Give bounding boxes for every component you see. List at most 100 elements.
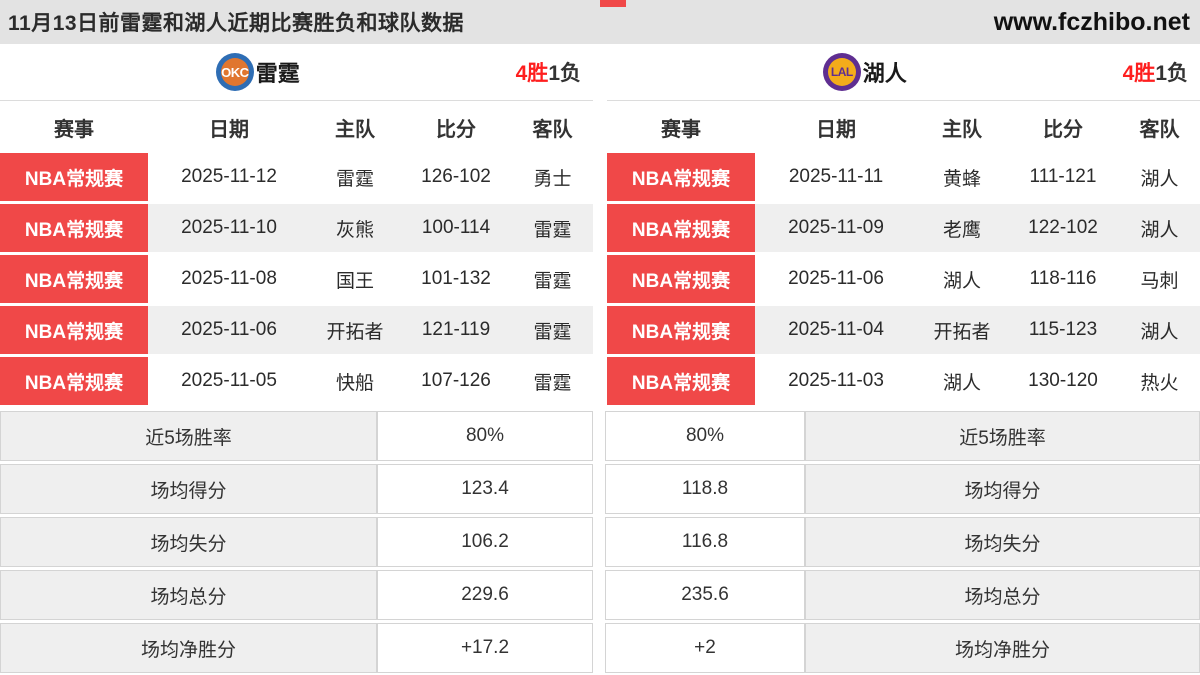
stat-label: 近5场胜率 (805, 411, 1200, 461)
away-team: 雷霆 (533, 372, 572, 394)
table-row: NBA常规赛 2025-11-10 灰熊 100-114 雷霆 (0, 204, 593, 255)
stat-label: 场均总分 (805, 570, 1200, 620)
stat-label: 场均失分 (0, 517, 377, 567)
away-team: 雷霆 (533, 219, 572, 241)
league-badge: NBA常规赛 (0, 357, 148, 405)
away-team: 雷霆 (533, 321, 572, 343)
stat-value-lakers: 118.8 (605, 464, 805, 514)
league-badge: NBA常规赛 (0, 204, 148, 252)
col-header-away: 客队 (532, 118, 573, 141)
stat-value-lakers: +2 (605, 623, 805, 673)
table-row: NBA常规赛 2025-11-03 湖人 130-120 热火 (607, 357, 1200, 408)
team-name: 雷霆 (255, 61, 300, 86)
panel-lakers: LAL 湖人 4胜1负 赛事 日期 主队 比分 客队 NBA常规赛 2025-1… (607, 44, 1200, 408)
title-bar: 11月13日前雷霆和湖人近期比赛胜负和球队数据 www.fczhibo.net (0, 0, 1200, 44)
col-header-away: 客队 (1139, 118, 1180, 141)
league-badge: NBA常规赛 (607, 153, 755, 201)
stat-label: 场均失分 (805, 517, 1200, 567)
home-team: 老鹰 (942, 219, 981, 241)
col-header-league: 赛事 (54, 118, 94, 141)
stat-value-thunder: 106.2 (377, 517, 593, 567)
stat-label: 场均得分 (0, 464, 377, 514)
game-score: 122-102 (1028, 217, 1098, 238)
team-logo-lal-icon: LAL (822, 53, 861, 91)
league-badge: NBA常规赛 (607, 255, 755, 303)
game-score: 115-123 (1028, 319, 1098, 340)
game-score: 118-116 (1029, 268, 1097, 289)
team-logo-text: LAL (830, 65, 853, 79)
away-team: 马刺 (1140, 270, 1179, 292)
home-team: 湖人 (942, 372, 981, 394)
game-date: 2025-11-06 (181, 319, 277, 340)
top-red-marker (600, 0, 626, 7)
home-team: 国王 (335, 270, 374, 292)
col-header-score: 比分 (1043, 118, 1083, 141)
stat-value-lakers: 116.8 (605, 517, 805, 567)
home-team: 黄蜂 (942, 168, 981, 190)
col-header-date: 日期 (209, 118, 249, 141)
table-header: 赛事 日期 主队 比分 客队 (0, 101, 593, 153)
team-header-lakers: LAL 湖人 4胜1负 (607, 44, 1200, 101)
game-date: 2025-11-04 (788, 319, 884, 340)
game-score: 126-102 (421, 166, 491, 187)
game-score: 111-121 (1029, 166, 1097, 187)
stat-label: 场均净胜分 (805, 623, 1200, 673)
stat-value-thunder: 123.4 (377, 464, 593, 514)
stat-value-lakers: 235.6 (605, 570, 805, 620)
home-team: 湖人 (942, 270, 981, 292)
away-team: 湖人 (1140, 321, 1179, 343)
league-badge: NBA常规赛 (0, 306, 148, 354)
team-header-thunder: OKC 雷霆 4胜1负 (0, 44, 593, 101)
stat-label: 近5场胜率 (0, 411, 377, 461)
table-header: 赛事 日期 主队 比分 客队 (607, 101, 1200, 153)
col-header-home: 主队 (942, 118, 982, 141)
home-team: 灰熊 (335, 219, 374, 241)
game-score: 130-120 (1028, 370, 1098, 391)
game-date: 2025-11-09 (788, 217, 884, 238)
game-score: 100-114 (421, 217, 491, 238)
stats-row-points-for: 场均得分 123.4 118.8 场均得分 (0, 464, 1200, 514)
col-header-league: 赛事 (661, 118, 701, 141)
col-header-score: 比分 (436, 118, 476, 141)
stats-gap (593, 517, 605, 567)
table-row: NBA常规赛 2025-11-12 雷霆 126-102 勇士 (0, 153, 593, 204)
team-wins: 4胜 (1122, 62, 1156, 85)
team-losses: 1负 (548, 62, 581, 85)
team-logo-text: OKC (221, 64, 249, 80)
league-badge: NBA常规赛 (0, 255, 148, 303)
stats-comparison: 近5场胜率 80% 80% 近5场胜率 场均得分 123.4 118.8 场均得… (0, 411, 1200, 673)
table-row: NBA常规赛 2025-11-04 开拓者 115-123 湖人 (607, 306, 1200, 357)
table-row: NBA常规赛 2025-11-05 快船 107-126 雷霆 (0, 357, 593, 408)
stat-value-thunder: +17.2 (377, 623, 593, 673)
team-logo-okc-icon: OKC (215, 53, 254, 91)
game-date: 2025-11-06 (788, 268, 884, 289)
stats-gap (593, 570, 605, 620)
stat-label: 场均总分 (0, 570, 377, 620)
team-name: 湖人 (862, 61, 907, 86)
league-badge: NBA常规赛 (607, 204, 755, 252)
table-row: NBA常规赛 2025-11-08 国王 101-132 雷霆 (0, 255, 593, 306)
team-losses: 1负 (1155, 62, 1188, 85)
game-score: 121-119 (421, 319, 491, 340)
game-score: 101-132 (421, 268, 491, 289)
stat-value-thunder: 229.6 (377, 570, 593, 620)
team-record: 4胜1负 (516, 57, 593, 87)
game-date: 2025-11-08 (181, 268, 277, 289)
stats-row-points-against: 场均失分 106.2 116.8 场均失分 (0, 517, 1200, 567)
stats-gap (593, 411, 605, 461)
stat-value-lakers: 80% (605, 411, 805, 461)
home-team: 快船 (335, 372, 374, 394)
table-row: NBA常规赛 2025-11-11 黄蜂 111-121 湖人 (607, 153, 1200, 204)
table-row: NBA常规赛 2025-11-06 湖人 118-116 马刺 (607, 255, 1200, 306)
team-identity: OKC 雷霆 (0, 53, 516, 91)
stats-gap (593, 623, 605, 673)
stats-row-net-points: 场均净胜分 +17.2 +2 场均净胜分 (0, 623, 1200, 673)
home-team: 开拓者 (933, 321, 991, 343)
team-record: 4胜1负 (1123, 57, 1200, 87)
stat-label: 场均得分 (805, 464, 1200, 514)
site-url: www.fczhibo.net (993, 7, 1190, 36)
panel-thunder: OKC 雷霆 4胜1负 赛事 日期 主队 比分 客队 NBA常规赛 2025-1… (0, 44, 593, 408)
game-date: 2025-11-10 (181, 217, 277, 238)
table-row: NBA常规赛 2025-11-06 开拓者 121-119 雷霆 (0, 306, 593, 357)
